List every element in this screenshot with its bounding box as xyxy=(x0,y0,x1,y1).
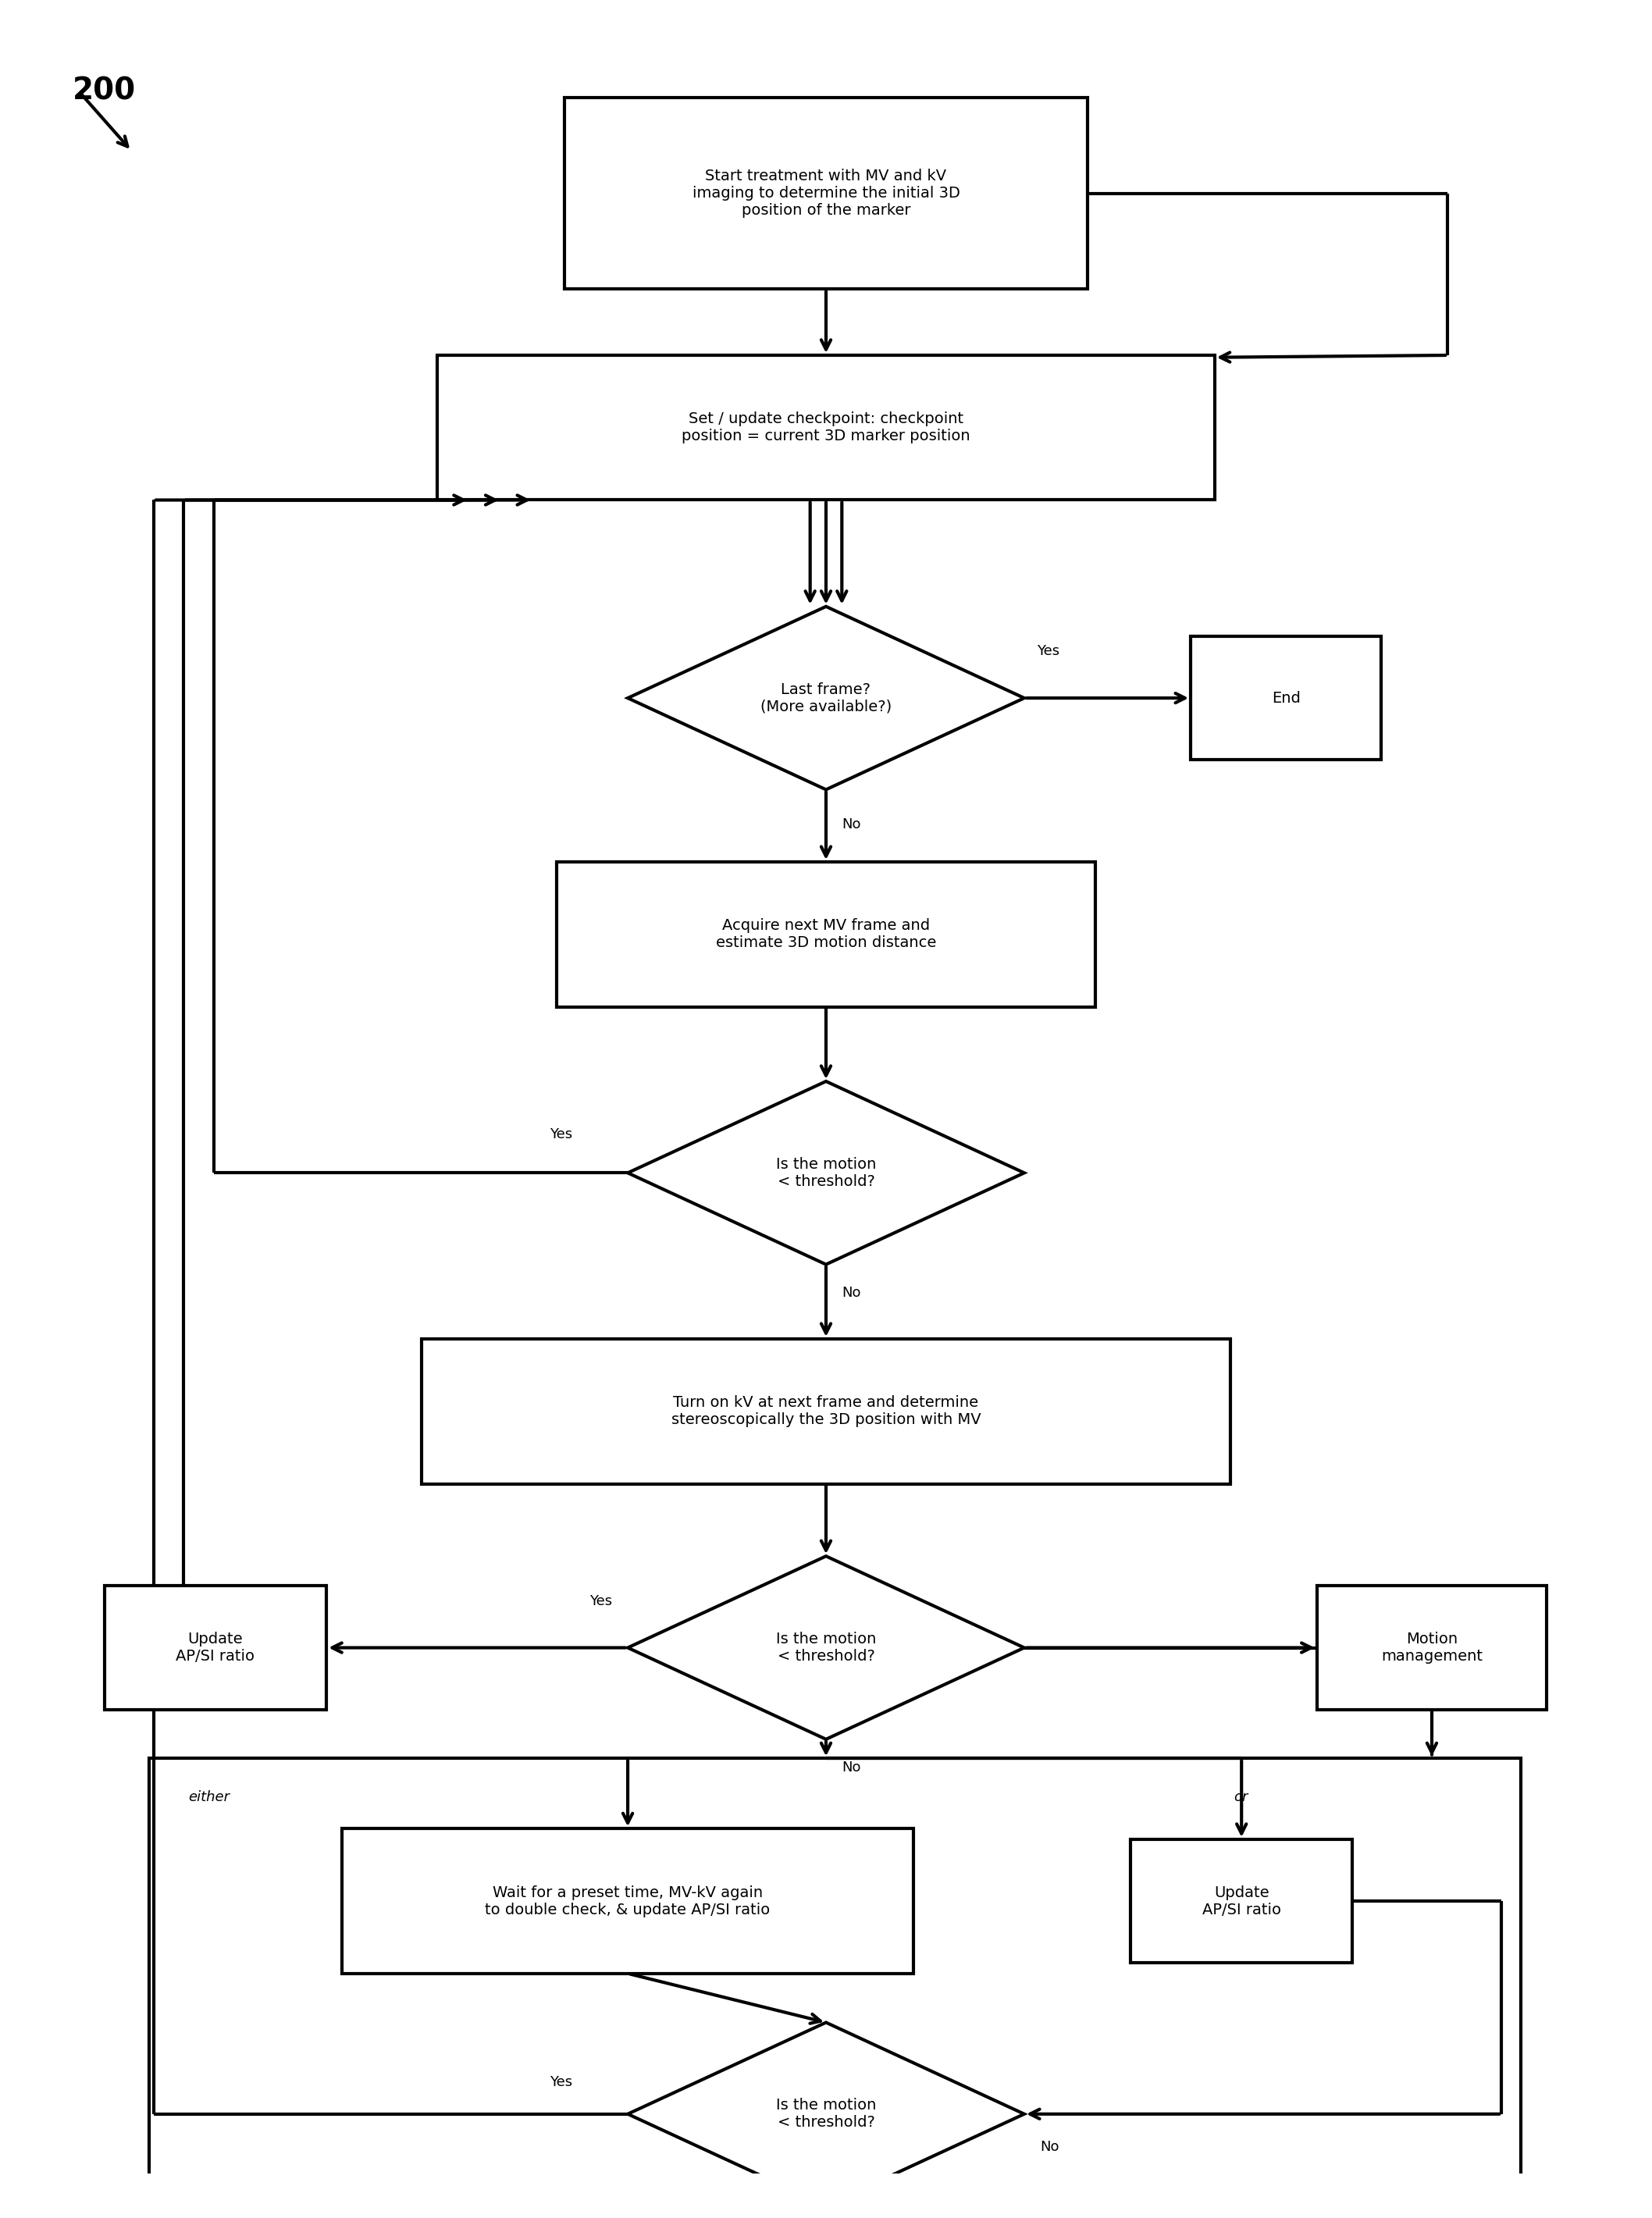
Text: Wait for a preset time, MV-kV again
to double check, & update AP/SI ratio: Wait for a preset time, MV-kV again to d… xyxy=(486,1885,770,1916)
Text: No: No xyxy=(843,1286,861,1300)
Text: No: No xyxy=(843,1761,861,1774)
Text: Turn on kV at next frame and determine
stereoscopically the 3D position with MV: Turn on kV at next frame and determine s… xyxy=(671,1395,981,1428)
Text: Update
AP/SI ratio: Update AP/SI ratio xyxy=(177,1632,254,1664)
Text: or: or xyxy=(1234,1790,1247,1805)
Text: Start treatment with MV and kV
imaging to determine the initial 3D
position of t: Start treatment with MV and kV imaging t… xyxy=(692,169,960,217)
Text: Yes: Yes xyxy=(550,2076,572,2089)
Bar xyxy=(342,1828,914,1974)
Text: Is the motion
< threshold?: Is the motion < threshold? xyxy=(776,1632,876,1664)
Text: Yes: Yes xyxy=(590,1595,611,1608)
Bar xyxy=(149,1759,1520,2218)
Bar xyxy=(438,355,1214,499)
Bar xyxy=(1317,1586,1546,1710)
Polygon shape xyxy=(628,1557,1024,1739)
Bar xyxy=(104,1586,327,1710)
Text: No: No xyxy=(843,816,861,832)
Text: Last frame?
(More available?): Last frame? (More available?) xyxy=(760,683,892,714)
Text: Motion
management: Motion management xyxy=(1381,1632,1482,1664)
Bar xyxy=(1130,1839,1353,1963)
Text: Acquire next MV frame and
estimate 3D motion distance: Acquire next MV frame and estimate 3D mo… xyxy=(715,918,937,949)
Bar xyxy=(565,98,1087,288)
Text: Is the motion
< threshold?: Is the motion < threshold? xyxy=(776,2098,876,2129)
Text: Is the motion
< threshold?: Is the motion < threshold? xyxy=(776,1158,876,1189)
Text: either: either xyxy=(188,1790,230,1805)
Text: End: End xyxy=(1272,690,1300,705)
Polygon shape xyxy=(628,606,1024,790)
Polygon shape xyxy=(628,1082,1024,1264)
Bar xyxy=(421,1340,1231,1484)
Text: 200: 200 xyxy=(73,75,135,106)
Polygon shape xyxy=(628,2023,1024,2205)
Text: Yes: Yes xyxy=(550,1127,572,1142)
Bar xyxy=(1191,637,1381,761)
Bar xyxy=(557,863,1095,1007)
Text: No: No xyxy=(1041,2140,1059,2154)
Text: Update
AP/SI ratio: Update AP/SI ratio xyxy=(1203,1885,1280,1916)
Text: Yes: Yes xyxy=(1037,643,1059,659)
Text: Set / update checkpoint: checkpoint
position = current 3D marker position: Set / update checkpoint: checkpoint posi… xyxy=(682,413,970,444)
